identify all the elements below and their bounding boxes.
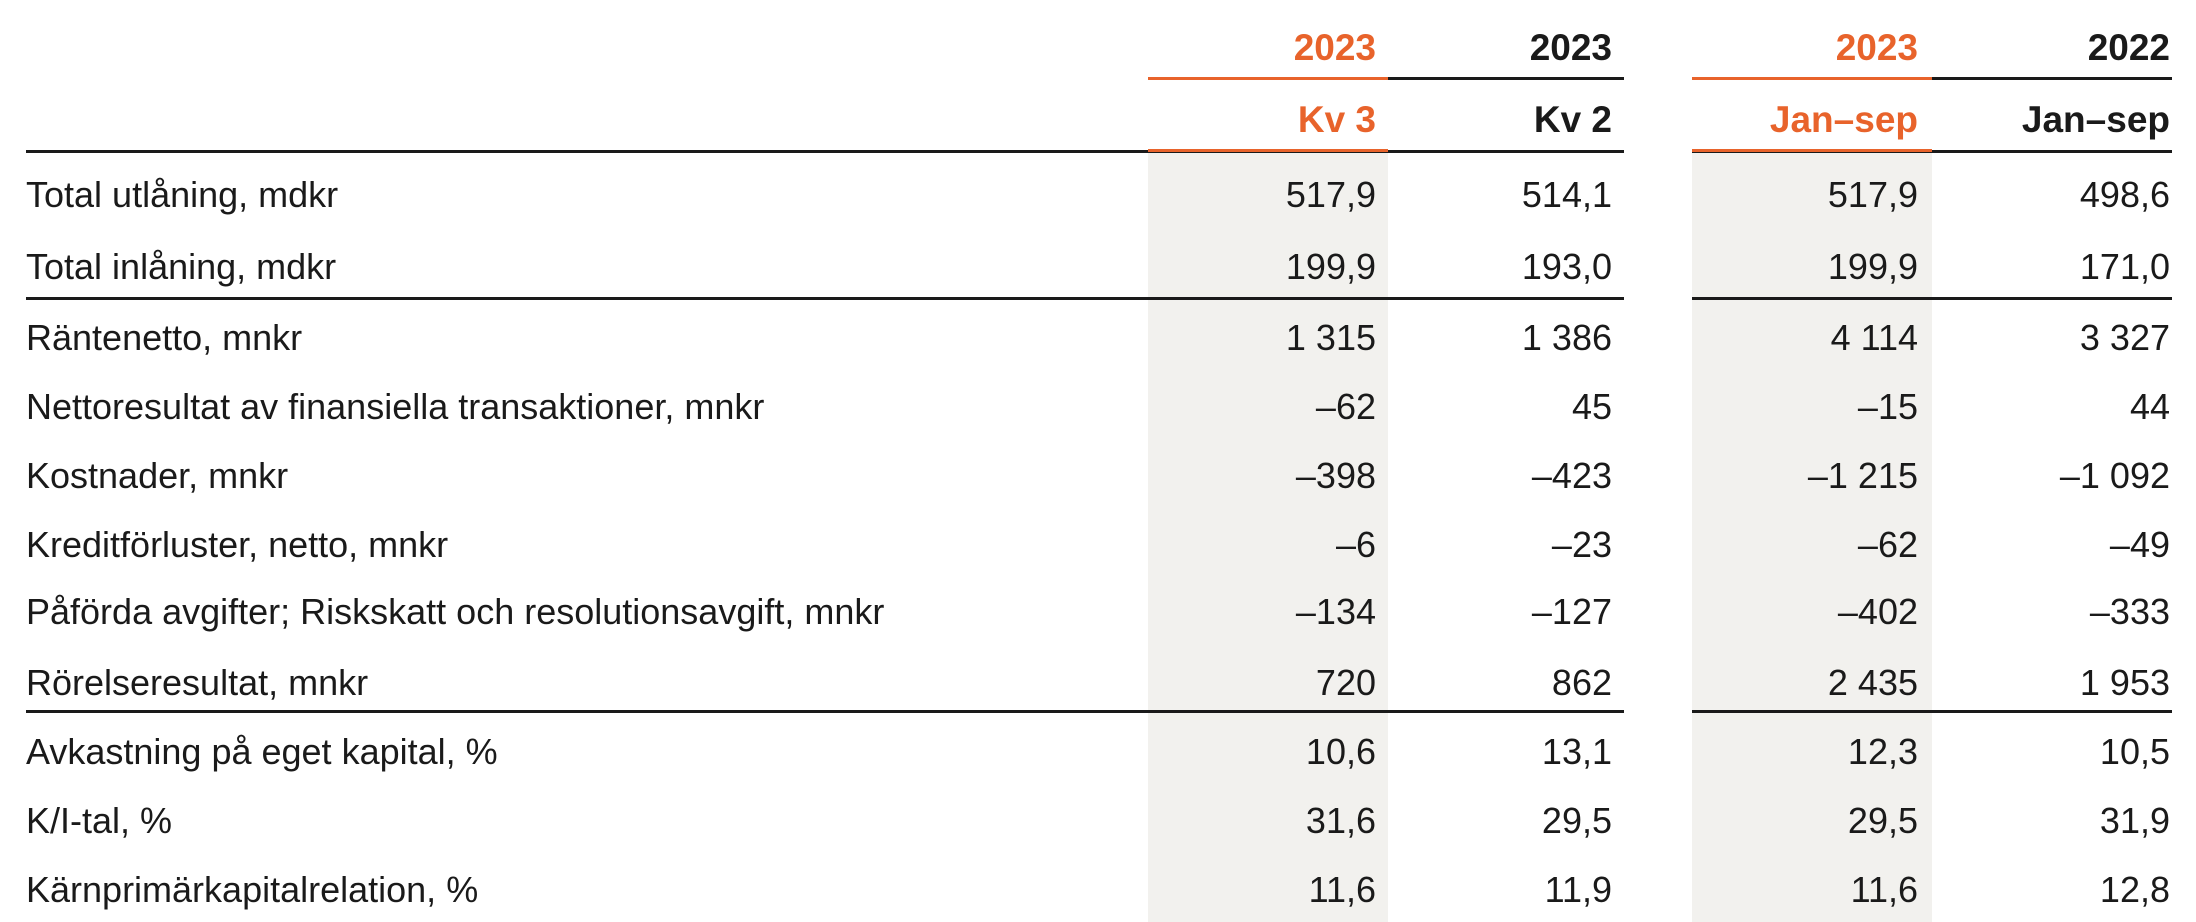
row-label: Rörelseresultat, mnkr bbox=[26, 662, 369, 703]
column-shade-kv3 bbox=[1148, 153, 1388, 922]
row-label: Avkastning på eget kapital, % bbox=[26, 731, 498, 772]
col-period: Kv 3 bbox=[1297, 99, 1376, 140]
header-rule-orange bbox=[1148, 77, 1388, 80]
table-cell: –62 bbox=[1857, 524, 1918, 565]
col-year: 2023 bbox=[1835, 27, 1918, 68]
table-cell: –1 215 bbox=[1807, 455, 1918, 496]
table-cell: 199,9 bbox=[1285, 246, 1376, 287]
table-cell: –15 bbox=[1857, 386, 1918, 427]
table-cell: –134 bbox=[1295, 591, 1376, 632]
table-cell: –333 bbox=[2089, 591, 2170, 632]
section-rule bbox=[1692, 710, 2172, 713]
table-cell: 199,9 bbox=[1827, 246, 1918, 287]
table-cell: –1 092 bbox=[2059, 455, 2170, 496]
table-cell: 11,6 bbox=[1850, 869, 1918, 910]
column-shade-jansep-2023 bbox=[1692, 153, 1932, 922]
table-cell: 10,6 bbox=[1305, 731, 1376, 772]
section-rule bbox=[26, 297, 1624, 300]
table-cell: –423 bbox=[1531, 455, 1612, 496]
table-cell: –402 bbox=[1837, 591, 1918, 632]
col-year: 2022 bbox=[2087, 27, 2170, 68]
table-cell: –127 bbox=[1531, 591, 1612, 632]
table-cell: 862 bbox=[1551, 662, 1612, 703]
row-label: Påförda avgifter; Riskskatt och resoluti… bbox=[26, 591, 885, 632]
table-cell: 193,0 bbox=[1521, 246, 1612, 287]
table-cell: 12,3 bbox=[1847, 731, 1918, 772]
table-cell: 4 114 bbox=[1830, 317, 1918, 358]
table-cell: 1 386 bbox=[1521, 317, 1612, 358]
table-cell: –49 bbox=[2109, 524, 2170, 565]
table-cell: 2 435 bbox=[1827, 662, 1918, 703]
row-label: Total inlåning, mdkr bbox=[26, 246, 337, 287]
table-cell: 29,5 bbox=[1541, 800, 1612, 841]
row-label: Kärnprimärkapitalrelation, % bbox=[26, 869, 479, 910]
col-period: Jan–sep bbox=[1769, 99, 1918, 140]
row-label: Total utlåning, mdkr bbox=[26, 174, 339, 215]
table-cell: 514,1 bbox=[1521, 174, 1612, 215]
table-cell: 31,9 bbox=[2099, 800, 2170, 841]
header-rule bbox=[1932, 77, 2172, 80]
table-cell: 1 953 bbox=[2079, 662, 2170, 703]
table-cell: 13,1 bbox=[1541, 731, 1612, 772]
table-cell: 1 315 bbox=[1285, 317, 1376, 358]
table-cell: 720 bbox=[1315, 662, 1376, 703]
header-bottom-rule bbox=[26, 150, 1624, 153]
header-rule-orange bbox=[1692, 77, 1932, 80]
col-period: Jan–sep bbox=[2021, 99, 2170, 140]
row-label: Räntenetto, mnkr bbox=[26, 317, 303, 358]
row-label: K/I-tal, % bbox=[26, 800, 173, 841]
section-rule bbox=[26, 710, 1624, 713]
table-cell: 29,5 bbox=[1847, 800, 1918, 841]
table-cell: 171,0 bbox=[2079, 246, 2170, 287]
row-label: Kreditförluster, netto, mnkr bbox=[26, 524, 449, 565]
table-cell: 11,6 bbox=[1308, 869, 1376, 910]
table-cell: 31,6 bbox=[1305, 800, 1376, 841]
header-bottom-rule-orange bbox=[1692, 149, 1932, 152]
section-rule bbox=[1692, 297, 2172, 300]
table-cell: 45 bbox=[1571, 386, 1612, 427]
table-cell: 12,8 bbox=[2099, 869, 2170, 910]
table-cell: 10,5 bbox=[2099, 731, 2170, 772]
table-cell: 3 327 bbox=[2079, 317, 2170, 358]
table-cell: –398 bbox=[1295, 455, 1376, 496]
table-cell: 517,9 bbox=[1827, 174, 1918, 215]
header-bottom-rule-orange bbox=[1148, 149, 1388, 152]
table-cell: –23 bbox=[1551, 524, 1612, 565]
table-cell: 11,9 bbox=[1544, 869, 1612, 910]
col-year: 2023 bbox=[1293, 27, 1376, 68]
row-label: Nettoresultat av finansiella transaktion… bbox=[26, 386, 765, 427]
table-cell: –6 bbox=[1335, 524, 1376, 565]
col-period: Kv 2 bbox=[1533, 99, 1612, 140]
row-label: Kostnader, mnkr bbox=[26, 455, 289, 496]
header-rule bbox=[1388, 77, 1624, 80]
table-cell: –62 bbox=[1315, 386, 1376, 427]
table-cell: 44 bbox=[2129, 386, 2170, 427]
table-cell: 498,6 bbox=[2079, 174, 2170, 215]
col-year: 2023 bbox=[1529, 27, 1612, 68]
header-bottom-rule bbox=[1692, 150, 2172, 153]
table-cell: 517,9 bbox=[1285, 174, 1376, 215]
